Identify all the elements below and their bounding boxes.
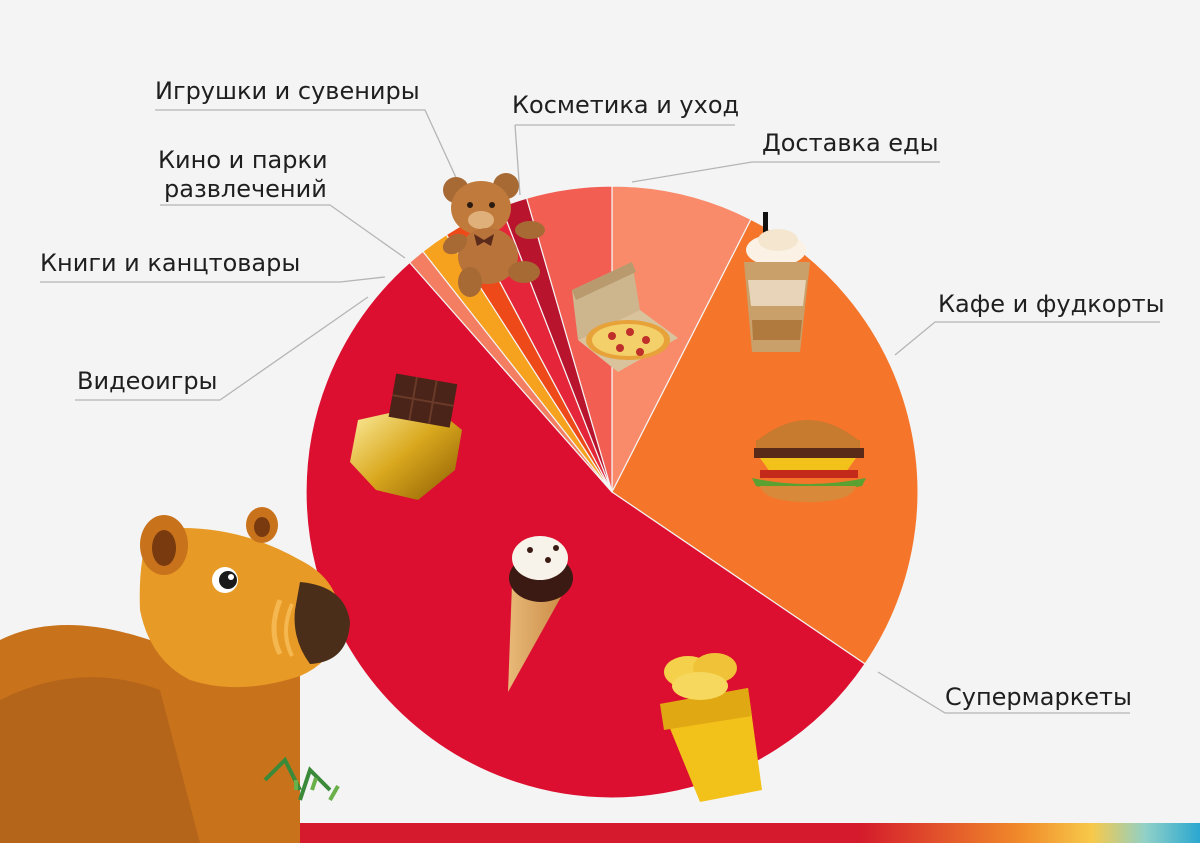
- pie-slice-0: [611, 185, 752, 493]
- burger-illustration: [752, 420, 866, 502]
- label-toys: Игрушки и сувениры: [155, 77, 420, 105]
- label-supermarkets: Супермаркеты: [945, 683, 1132, 711]
- label-books: Книги и канцтовары: [40, 249, 300, 277]
- pie-slice-8: [525, 185, 613, 493]
- pizza-box-illustration: [572, 262, 678, 372]
- label-food-delivery: Доставка еды: [762, 129, 939, 157]
- teddy-bear-illustration: [442, 173, 545, 297]
- ice-cream-cone-illustration: [508, 536, 573, 692]
- capybara-illustration: [0, 507, 350, 843]
- leader-lines: [40, 109, 1160, 714]
- frappe-cup-illustration: [744, 212, 810, 352]
- label-cafes: Кафе и фудкорты: [938, 290, 1165, 318]
- bottom-gradient-bar: [300, 823, 1200, 843]
- label-cosmetics: Косметика и уход: [512, 91, 739, 119]
- label-videogames: Видеоигры: [77, 367, 218, 395]
- potato-chips-bag-illustration: [660, 653, 762, 802]
- label-cinema-parks: Кино и парки развлечений: [158, 146, 328, 203]
- chocolate-bar-illustration: [350, 373, 462, 500]
